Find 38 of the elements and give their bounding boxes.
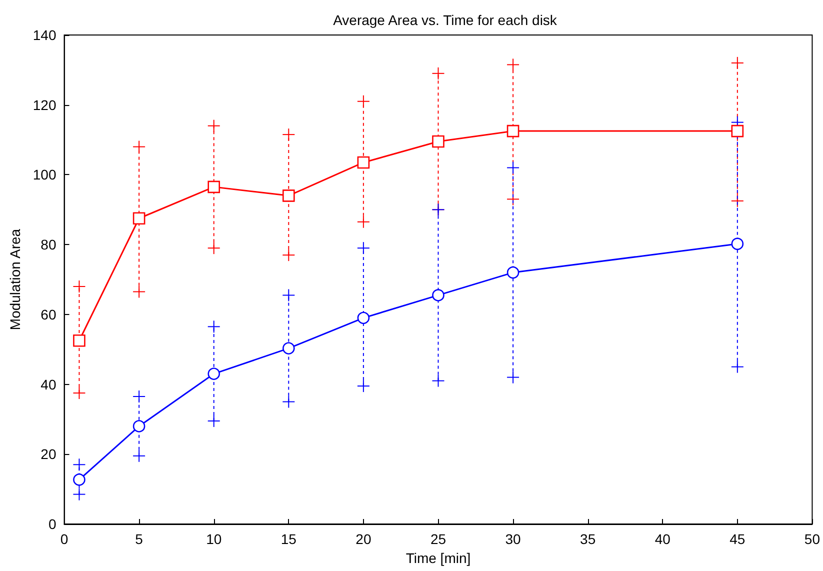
x-tick-label: 30 bbox=[505, 531, 522, 547]
y-tick-label: 0 bbox=[48, 516, 56, 532]
x-tick-label: 0 bbox=[60, 531, 68, 547]
y-tick-label: 40 bbox=[40, 376, 56, 392]
x-tick-label: 5 bbox=[135, 531, 144, 547]
point bbox=[357, 312, 370, 324]
x-tick-label: 20 bbox=[356, 531, 372, 547]
point bbox=[208, 180, 220, 194]
y-tick-label: 20 bbox=[40, 446, 56, 462]
point bbox=[282, 190, 295, 202]
x-axis-title: Time [min] bbox=[406, 550, 471, 566]
point bbox=[132, 212, 146, 225]
y-tick-label: 140 bbox=[32, 27, 56, 43]
point bbox=[357, 156, 370, 169]
point bbox=[506, 266, 520, 279]
point bbox=[73, 473, 86, 486]
point bbox=[731, 124, 744, 138]
point bbox=[282, 342, 295, 354]
y-tick-label: 120 bbox=[32, 96, 56, 113]
y-tick-label: 60 bbox=[40, 306, 56, 322]
point bbox=[208, 368, 220, 380]
point bbox=[432, 135, 444, 148]
point bbox=[731, 238, 744, 250]
point bbox=[132, 420, 146, 432]
y-tick-label: 100 bbox=[32, 166, 56, 183]
x-tick-label: 35 bbox=[580, 531, 596, 547]
x-tick-label: 45 bbox=[730, 531, 746, 547]
y-axis-title: Modulation Area bbox=[7, 228, 23, 330]
x-tick-label: 40 bbox=[654, 531, 671, 547]
chart-title: Average Area vs. Time for each disk bbox=[333, 12, 558, 28]
x-tick-label: 15 bbox=[280, 531, 297, 547]
y-tick-label: 80 bbox=[40, 236, 56, 253]
point bbox=[73, 334, 86, 347]
x-tick-label: 50 bbox=[804, 531, 820, 547]
x-tick-label: 25 bbox=[430, 531, 446, 547]
x-tick-label: 10 bbox=[206, 531, 222, 547]
point bbox=[432, 289, 444, 302]
point bbox=[506, 124, 520, 138]
